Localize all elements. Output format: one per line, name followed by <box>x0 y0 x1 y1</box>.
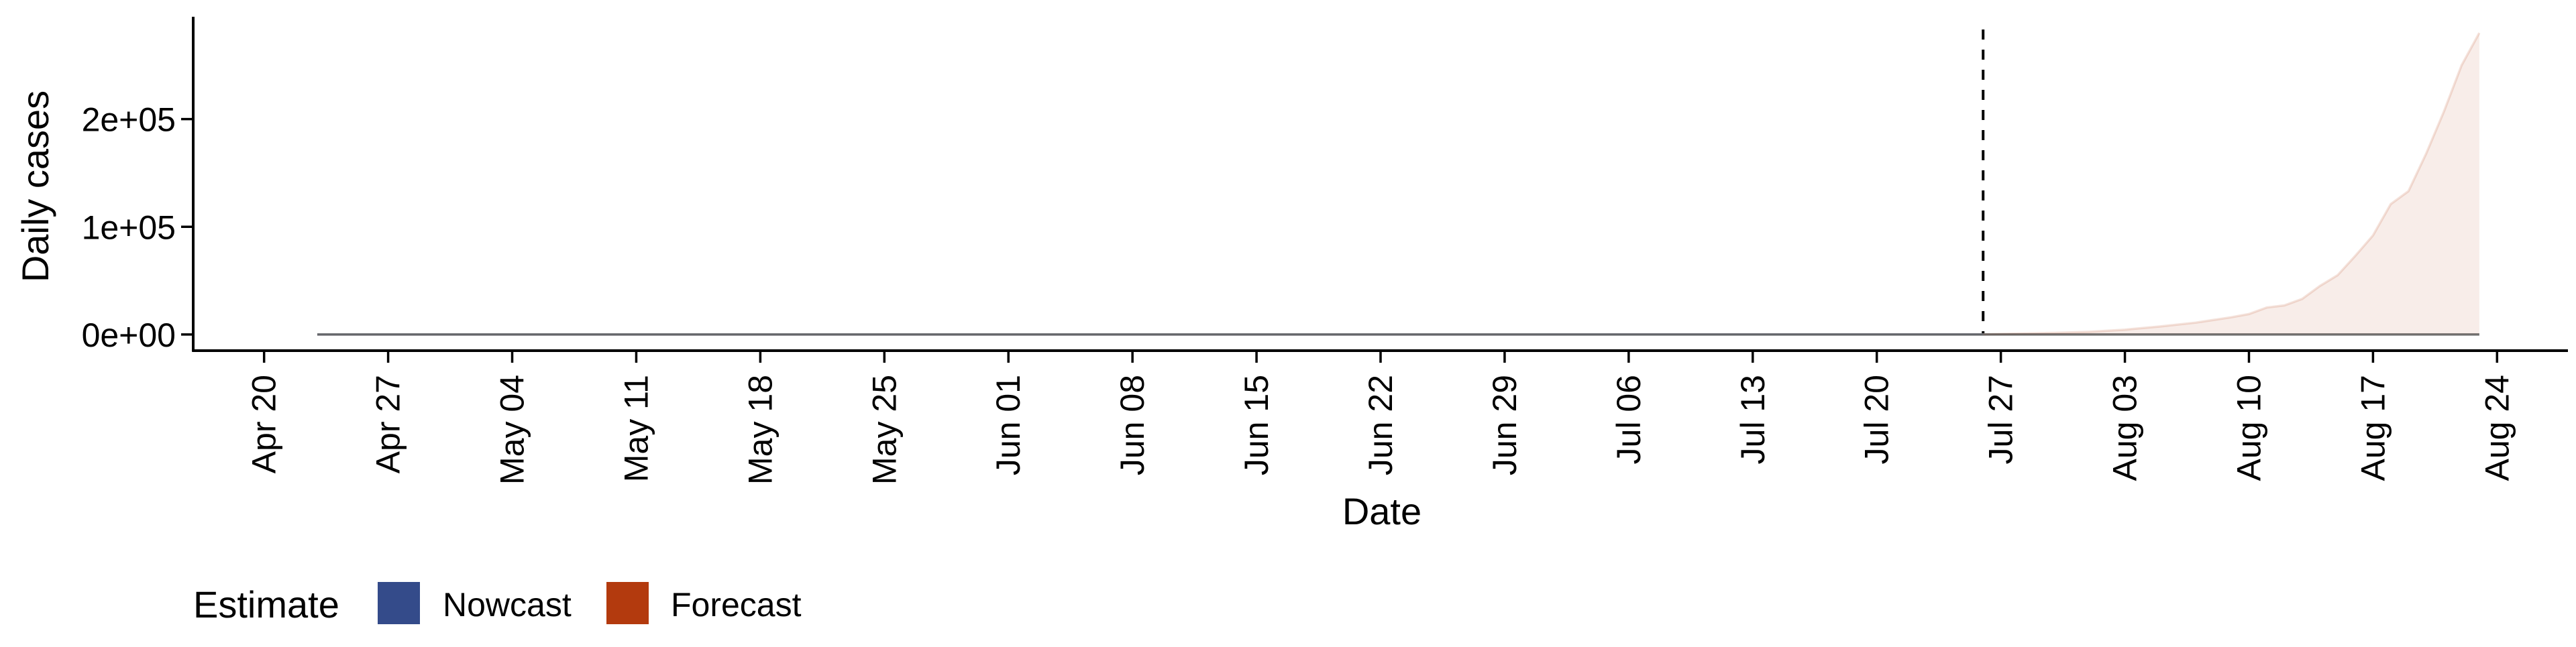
estimate-bands <box>317 33 2479 335</box>
x-tick-label-15: Aug 03 <box>2106 375 2144 481</box>
x-tick-label-9: Jun 22 <box>1362 375 1399 475</box>
y-axis-title: Daily cases <box>14 91 56 282</box>
y-ticks-group: 0e+00 1e+05 2e+05 <box>82 101 193 354</box>
legend: Estimate Nowcast Forecast <box>193 582 802 626</box>
legend-key-nowcast <box>378 582 420 624</box>
y-tick-label-2: 2e+05 <box>82 101 176 139</box>
x-tick-label-5: May 25 <box>865 375 903 485</box>
legend-label-nowcast: Nowcast <box>443 586 572 624</box>
x-tick-label-18: Aug 24 <box>2478 375 2516 481</box>
x-tick-label-10: Jun 29 <box>1486 375 1523 475</box>
x-tick-label-3: May 11 <box>617 375 655 482</box>
x-tick-label-8: Jun 15 <box>1238 375 1275 475</box>
x-tick-label-17: Aug 17 <box>2354 375 2392 481</box>
y-tick-label-1: 1e+05 <box>82 209 176 246</box>
x-ticks-group: Apr 20 Apr 27 May 04 May 11 May 18 May 25 Jun … <box>246 351 2516 485</box>
legend-label-forecast: Forecast <box>671 586 802 624</box>
y-tick-label-0: 0e+00 <box>82 316 176 354</box>
x-tick-label-12: Jul 13 <box>1734 375 1772 464</box>
x-tick-label-4: May 18 <box>741 375 779 485</box>
band-forecast <box>1983 33 2479 335</box>
x-tick-label-13: Jul 20 <box>1858 375 1896 464</box>
x-tick-label-11: Jul 06 <box>1610 375 1648 464</box>
x-tick-label-1: Apr 27 <box>370 375 407 473</box>
legend-title: Estimate <box>193 583 339 626</box>
x-tick-label-2: May 04 <box>494 375 531 485</box>
x-tick-label-6: Jun 01 <box>989 375 1027 475</box>
legend-key-forecast <box>606 582 649 624</box>
x-tick-label-14: Jul 27 <box>1982 375 2020 464</box>
x-tick-label-7: Jun 08 <box>1114 375 1151 475</box>
x-tick-label-16: Aug 10 <box>2231 375 2268 481</box>
x-axis-title: Date <box>1342 490 1421 532</box>
axes-group <box>193 17 2569 352</box>
x-tick-label-0: Apr 20 <box>246 375 283 473</box>
